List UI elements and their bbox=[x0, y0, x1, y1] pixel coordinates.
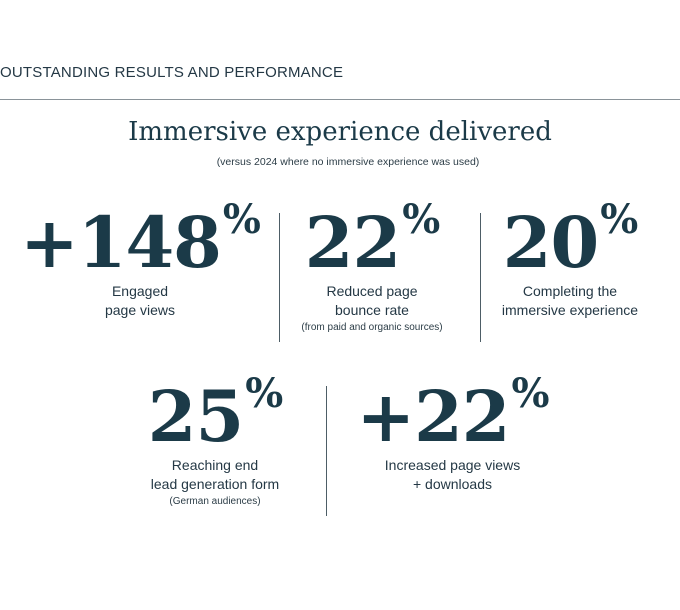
stat-divider bbox=[480, 213, 481, 342]
stat-completing-experience: 20% Completing the immersive experience bbox=[485, 196, 655, 320]
stat-divider bbox=[326, 386, 327, 516]
section-label: OUTSTANDING RESULTS AND PERFORMANCE bbox=[0, 64, 344, 81]
stat-note: (German audiences) bbox=[169, 496, 261, 507]
stat-label: Completing the immersive experience bbox=[501, 283, 639, 318]
stat-value: 22% bbox=[304, 196, 440, 284]
stat-label: Engaged page views bbox=[104, 283, 176, 318]
stat-label: Reduced page bounce rate bbox=[326, 283, 418, 318]
stat-lead-generation: 25% Reaching end lead generation form (G… bbox=[130, 370, 300, 508]
stat-label: Reaching end lead generation form bbox=[150, 457, 280, 492]
stat-divider bbox=[279, 213, 280, 342]
stat-engaged-page-views: +148% Engaged page views bbox=[10, 196, 270, 320]
stat-label: Increased page views + downloads bbox=[384, 457, 521, 492]
stat-note: (from paid and organic sources) bbox=[301, 322, 443, 333]
stat-bounce-rate: 22% Reduced page bounce rate (from paid … bbox=[284, 196, 460, 334]
page-title: Immersive experience delivered bbox=[128, 117, 552, 147]
stat-value: +148% bbox=[20, 196, 261, 284]
section-divider bbox=[0, 99, 680, 100]
stat-value: +22% bbox=[356, 370, 549, 458]
stat-value: 20% bbox=[502, 196, 638, 284]
stat-value: 25% bbox=[147, 370, 283, 458]
stat-page-views-downloads: +22% Increased page views + downloads bbox=[345, 370, 560, 494]
page-subtitle: (versus 2024 where no immersive experien… bbox=[216, 156, 480, 168]
